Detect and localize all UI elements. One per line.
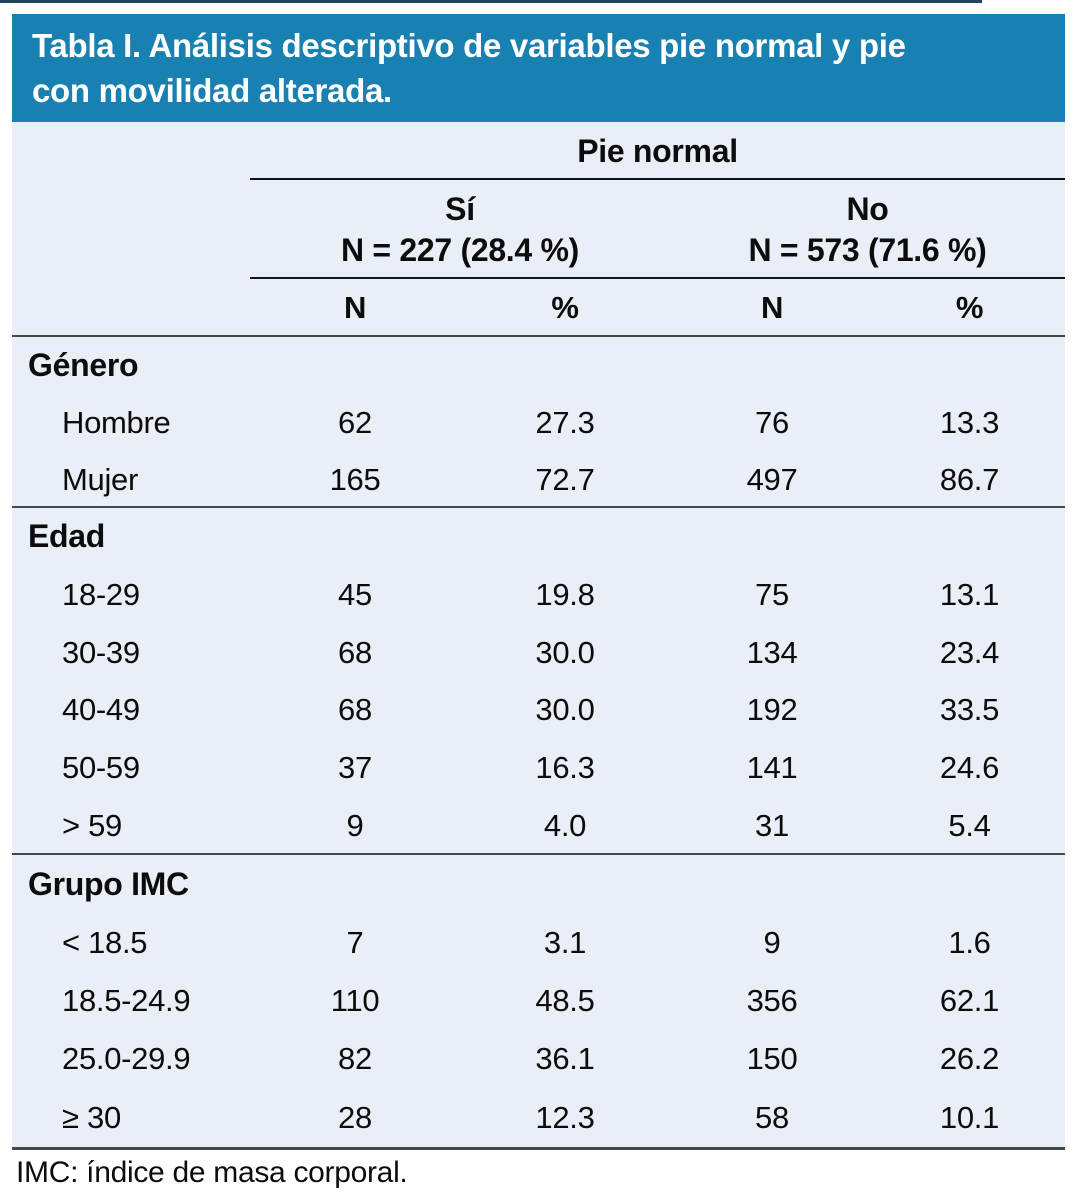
row-label: > 59 (62, 808, 122, 844)
column-header-n-no: N (760, 290, 784, 325)
section-header: Grupo IMC (28, 865, 189, 902)
table-title-line-1: Tabla I. Análisis descriptivo de variabl… (32, 27, 906, 64)
cell-value: 356 (746, 982, 798, 1018)
subgroup-no-label: No (846, 190, 889, 227)
cell-value: 33.5 (939, 692, 1000, 728)
cell-value: 58 (755, 1099, 789, 1135)
subgroup-no-n: N = 573 (71.6 %) (748, 231, 987, 268)
cell-value: 30.0 (535, 634, 595, 670)
cell-value: 4.0 (543, 808, 587, 844)
subgroup-header-si: Sí N = 227 (28.4 %) (250, 180, 670, 279)
cell-value: 27.3 (535, 404, 595, 440)
row-label: 40-49 (62, 692, 140, 728)
cell-value: 36.1 (535, 1041, 595, 1077)
cell-value: 30.0 (535, 692, 595, 728)
cell-value: 62 (338, 404, 372, 440)
cell-value: 192 (746, 692, 798, 728)
table-title-bar: Tabla I. Análisis descriptivo de variabl… (12, 14, 1065, 122)
cell-value: 5.4 (948, 808, 991, 844)
section-header: Género (28, 347, 139, 383)
cell-value: 9 (346, 808, 364, 844)
cell-value: 23.4 (939, 634, 1000, 670)
cell-value: 45 (338, 576, 372, 612)
row-label: ≥ 30 (62, 1099, 121, 1135)
cell-value: 68 (338, 634, 372, 670)
subgroup-si-n: N = 227 (28.4 %) (341, 231, 579, 268)
row-label: 25.0-29.9 (62, 1041, 191, 1077)
cell-value: 165 (329, 461, 381, 497)
column-header-pct-si: % (551, 290, 579, 325)
cell-value: 26.2 (939, 1041, 1000, 1077)
cell-value: 497 (746, 461, 798, 497)
cell-value: 7 (346, 924, 364, 960)
cell-value: 16.3 (535, 750, 595, 786)
cell-value: 48.5 (535, 982, 595, 1018)
row-label: 18.5-24.9 (62, 982, 191, 1018)
cell-value: 19.8 (535, 576, 595, 612)
row-label: < 18.5 (62, 924, 148, 960)
subgroup-header-no: No N = 573 (71.6 %) (670, 180, 1065, 279)
subgroup-si-label: Sí (445, 190, 475, 227)
cell-value: 86.7 (939, 461, 1000, 497)
cell-value: 24.6 (939, 750, 1000, 786)
table-footnote: IMC: índice de masa corporal. (16, 1156, 408, 1189)
cell-value: 13.1 (939, 576, 1000, 612)
row-label: 50-59 (62, 750, 140, 786)
cell-value: 1.6 (948, 924, 991, 960)
cell-value: 75 (755, 576, 789, 612)
column-header-n-si: N (343, 290, 367, 325)
row-label: Hombre (62, 404, 171, 440)
cell-value: 110 (330, 982, 380, 1018)
cell-value: 134 (746, 634, 798, 670)
cell-value: 82 (338, 1041, 372, 1077)
cell-value: 150 (746, 1041, 798, 1077)
section-header: Edad (28, 518, 106, 555)
cell-value: 9 (763, 924, 781, 960)
cell-value: 12.3 (535, 1099, 595, 1135)
cell-value: 62.1 (939, 982, 1000, 1018)
cell-value: 68 (338, 692, 372, 728)
cell-value: 37 (338, 750, 372, 786)
cell-value: 3.1 (543, 924, 587, 960)
cell-value: 28 (338, 1099, 372, 1135)
table-title-line-2: con movilidad alterada. (32, 72, 392, 109)
column-header-pct-no: % (955, 290, 984, 325)
cell-value: 10.1 (939, 1099, 1000, 1135)
row-label: 18-29 (62, 576, 140, 612)
top-accent-rule (0, 0, 982, 3)
table-panel: Pie normal Sí N = 227 (28.4 %) No N = 57… (12, 122, 1065, 1150)
row-label: 30-39 (62, 634, 140, 670)
cell-value: 76 (755, 404, 789, 440)
cell-value: 13.3 (939, 404, 1000, 440)
group-header-pie-normal: Pie normal (577, 132, 738, 169)
cell-value: 141 (746, 750, 798, 786)
cell-value: 31 (755, 808, 789, 844)
cell-value: 72.7 (535, 461, 595, 497)
table-grid: Pie normal Sí N = 227 (28.4 %) No N = 57… (12, 122, 1065, 1147)
row-label: Mujer (62, 461, 139, 497)
